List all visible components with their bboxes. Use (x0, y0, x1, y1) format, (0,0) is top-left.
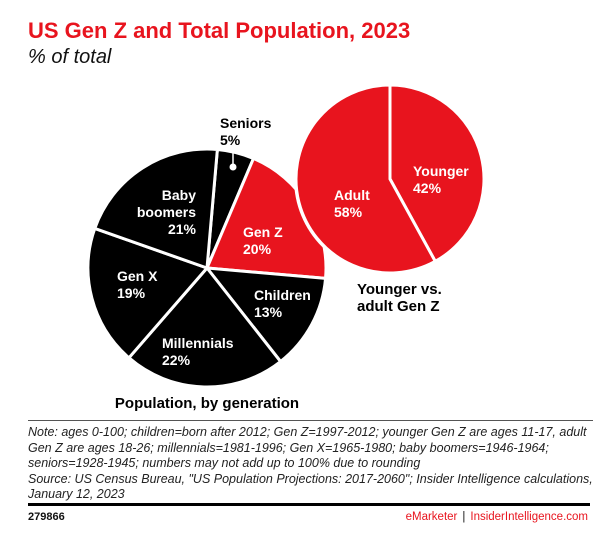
brand-name: eMarketer (405, 511, 458, 523)
gen-z-pie-slice-adult (294, 83, 438, 275)
chart-subtitle: % of total (28, 46, 112, 68)
gen-z-pie-title: Younger vs. adult Gen Z (357, 281, 442, 315)
generation-pie-label: Children 13% (254, 287, 311, 320)
separator: | (462, 511, 466, 523)
generation-pie-label: Gen Z 20% (243, 224, 283, 257)
pie-charts: Seniors 5% Gen Z 20% Children 13% Millennials 2… (86, 83, 486, 412)
generation-pie-slice-children (203, 266, 328, 364)
gen-z-pie-label: Adult 58% (334, 187, 370, 220)
footer-brand: eMarketer | InsiderIntelligence.com (406, 511, 588, 523)
note-text: Note: ages 0-100; children=born after 20… (28, 425, 587, 470)
footer-divider (28, 503, 590, 506)
generation-pie-label: Seniors 5% (220, 115, 272, 148)
generation-pie-slice-gen-x (86, 226, 210, 360)
chart-title: US Gen Z and Total Population, 2023 (28, 18, 411, 43)
source-text: Source: US Census Bureau, "US Population… (28, 471, 593, 502)
generation-pie-label: Millennials 22% (162, 335, 234, 368)
site-link[interactable]: InsiderIntelligence.com (470, 511, 588, 523)
generation-pie-slice-baby-boomers (92, 147, 219, 271)
chart-note: Note: ages 0-100; children=born after 20… (28, 420, 593, 503)
chart-id: 279866 (28, 511, 65, 523)
gen-z-pie-slice-younger (388, 83, 486, 264)
generation-pie-title: Population, by generation (115, 395, 299, 412)
seniors-leader-dot (229, 163, 237, 171)
generation-pie-label: Gen X 19% (117, 268, 158, 301)
gen-z-pie-label: Younger 42% (413, 163, 469, 196)
generation-pie-label: Baby boomers 21% (137, 187, 197, 237)
generation-pie-slice-millennials (126, 265, 283, 389)
